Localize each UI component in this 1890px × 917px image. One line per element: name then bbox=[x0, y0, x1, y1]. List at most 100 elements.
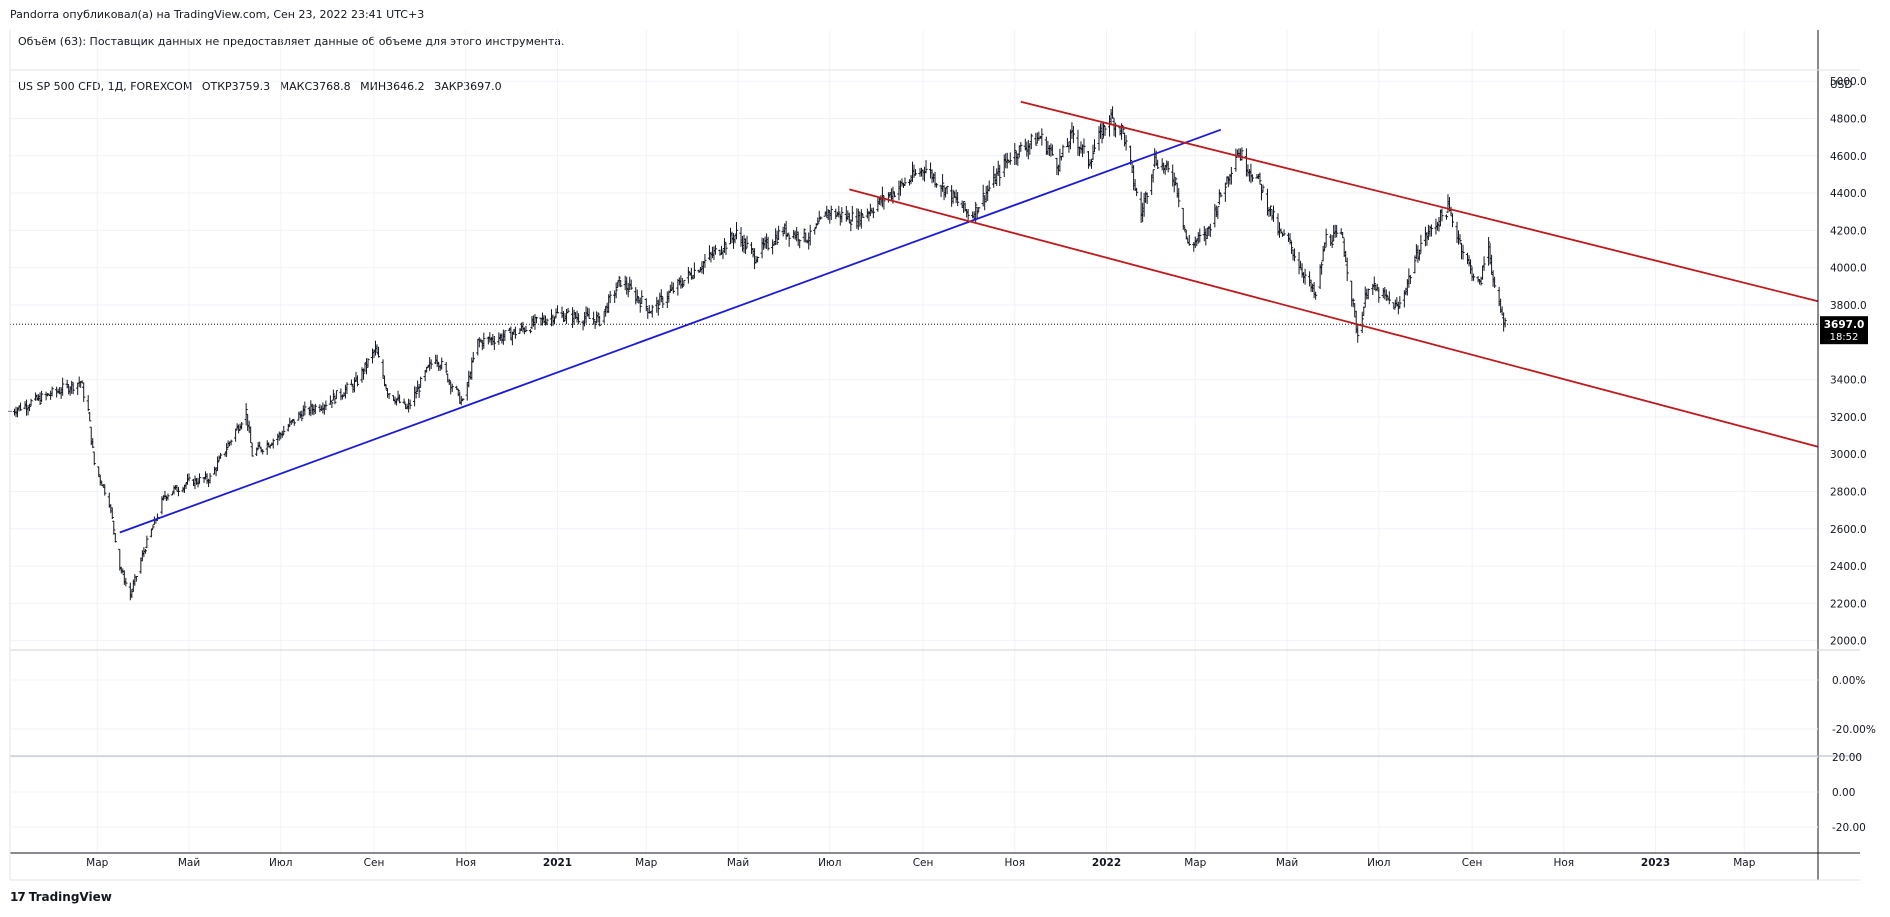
ohlc-bar bbox=[1110, 106, 1115, 119]
ohlc-bar bbox=[859, 209, 863, 229]
ohlc-bar bbox=[813, 228, 817, 235]
ohlc-bar bbox=[513, 326, 517, 339]
ohlc-bar bbox=[86, 395, 90, 412]
ohlc-bar bbox=[71, 382, 75, 395]
ohlc-bar bbox=[1461, 244, 1465, 260]
ohlc-bar bbox=[1008, 152, 1012, 165]
ohlc-bar bbox=[743, 238, 748, 255]
ohlc-bar bbox=[61, 377, 65, 396]
time-tick-label: Мар bbox=[635, 857, 657, 869]
ohlc-bar bbox=[151, 525, 155, 530]
ohlc-bar bbox=[692, 262, 696, 279]
ohlc-bar bbox=[234, 428, 238, 442]
ohlc-bar bbox=[934, 183, 939, 188]
drawn-trend-lines[interactable] bbox=[10, 100, 1819, 534]
indicator-tick-label: 20.00 bbox=[1832, 752, 1862, 764]
ohlc-bar bbox=[1493, 276, 1497, 288]
time-axis[interactable]: Мар Май Июл Сен Ноя 2021 Мар Май Июл Сен Ноя 2022 Ма… bbox=[86, 857, 1756, 869]
ohlc-bar bbox=[1303, 268, 1307, 285]
ohlc-bar bbox=[1458, 234, 1462, 244]
ohlc-bar bbox=[215, 456, 220, 471]
ohlc-bar bbox=[187, 473, 191, 482]
ohlc-bar bbox=[1016, 153, 1020, 166]
ohlc-bar bbox=[1183, 226, 1187, 232]
indicator-tick-label: -20.00 bbox=[1832, 822, 1866, 834]
trend-line-channel-upper[interactable] bbox=[1020, 100, 1819, 303]
ohlc-bar bbox=[224, 443, 229, 457]
ohlc-bar bbox=[218, 452, 223, 459]
ohlc-bar bbox=[91, 438, 95, 449]
tradingview-logo-text: TradingView bbox=[28, 890, 112, 904]
ohlc-bar bbox=[619, 279, 623, 288]
ohlc-bar bbox=[1292, 248, 1297, 262]
time-tick-label: Мар bbox=[1184, 857, 1206, 869]
ohlc-bar bbox=[1089, 159, 1094, 169]
ohlc-bar bbox=[592, 311, 596, 325]
chart-frame bbox=[9, 30, 1860, 881]
ohlc-bar bbox=[382, 375, 387, 387]
tradingview-logo[interactable]: 17 TradingView bbox=[10, 890, 112, 904]
time-tick-label: Сен bbox=[1462, 857, 1483, 869]
ohlc-bar bbox=[324, 400, 328, 411]
ohlc-bar bbox=[755, 256, 760, 263]
trend-line-support[interactable] bbox=[119, 128, 1222, 534]
ohlc-bar bbox=[1101, 122, 1106, 138]
ohlc-bar bbox=[850, 205, 854, 222]
ohlc-bar bbox=[292, 419, 296, 426]
ohlc-bar bbox=[92, 451, 96, 466]
ohlc-bar bbox=[461, 398, 465, 402]
ohlc-bar bbox=[261, 449, 265, 455]
close-value: ЗАКР3697.0 bbox=[434, 80, 502, 93]
price-tick-label: 2400.0 bbox=[1830, 561, 1867, 573]
ohlc-bar bbox=[39, 390, 44, 403]
ohlc-bar bbox=[1419, 234, 1423, 254]
ohlc-bar bbox=[1100, 122, 1104, 144]
ohlc-bar bbox=[724, 242, 728, 255]
ohlc-bar bbox=[1268, 205, 1273, 217]
ohlc-bar bbox=[1124, 135, 1128, 151]
ohlc-bar bbox=[1387, 291, 1391, 305]
ohlc-bar bbox=[330, 401, 334, 409]
ohlc-bar bbox=[97, 466, 101, 477]
ohlc-bar bbox=[837, 205, 841, 218]
time-tick-label: Ноя bbox=[1004, 857, 1025, 869]
price-axis[interactable]: 5000.0 4800.0 4600.0 4400.0 4200.0 4000.0 3800… bbox=[1820, 76, 1868, 648]
ohlc-bar bbox=[440, 357, 444, 370]
ohlc-bar bbox=[333, 395, 337, 405]
time-tick-label: 2022 bbox=[1092, 857, 1121, 869]
ohlc-bar bbox=[1128, 145, 1133, 165]
ohlc-bar bbox=[638, 297, 642, 313]
ohlc-bar bbox=[113, 532, 117, 543]
ohlc-bar bbox=[18, 402, 23, 411]
ohlc-bar bbox=[1486, 237, 1491, 266]
ohlc-bar bbox=[258, 441, 262, 448]
ohlc-bar bbox=[471, 352, 475, 363]
ohlc-bar bbox=[802, 228, 806, 243]
ohlc-bar bbox=[808, 224, 812, 246]
price-tick-label: 3000.0 bbox=[1830, 449, 1867, 461]
ohlc-bar bbox=[1198, 228, 1202, 243]
ohlc-bar bbox=[1156, 159, 1160, 170]
trend-line-channel-lower[interactable] bbox=[849, 188, 1819, 448]
ohlc-bar bbox=[1258, 172, 1262, 185]
ohlc-bar bbox=[552, 316, 557, 325]
ohlc-bar bbox=[1229, 166, 1233, 185]
ohlc-bar bbox=[291, 418, 295, 424]
ohlc-bar bbox=[1135, 187, 1139, 197]
ohlc-bar bbox=[703, 254, 707, 268]
indicator-tick-label: 0.00 bbox=[1832, 787, 1855, 799]
ohlc-bar bbox=[397, 394, 402, 404]
ohlc-bar bbox=[913, 169, 918, 176]
ohlc-bar bbox=[145, 535, 149, 549]
ohlc-bars bbox=[8, 106, 1507, 601]
symbol-legend[interactable]: US SP 500 CFD, 1Д, FOREXCOM ОТКР3759.3 М… bbox=[18, 80, 508, 93]
ohlc-bar bbox=[1103, 125, 1107, 136]
ohlc-bar bbox=[745, 235, 749, 248]
ohlc-bar bbox=[166, 493, 170, 501]
high-value: МАКС3768.8 bbox=[279, 80, 351, 93]
ohlc-bar bbox=[98, 474, 102, 486]
ohlc-bar bbox=[777, 225, 781, 241]
ohlc-bar bbox=[1449, 206, 1453, 216]
ohlc-bar bbox=[966, 208, 970, 220]
